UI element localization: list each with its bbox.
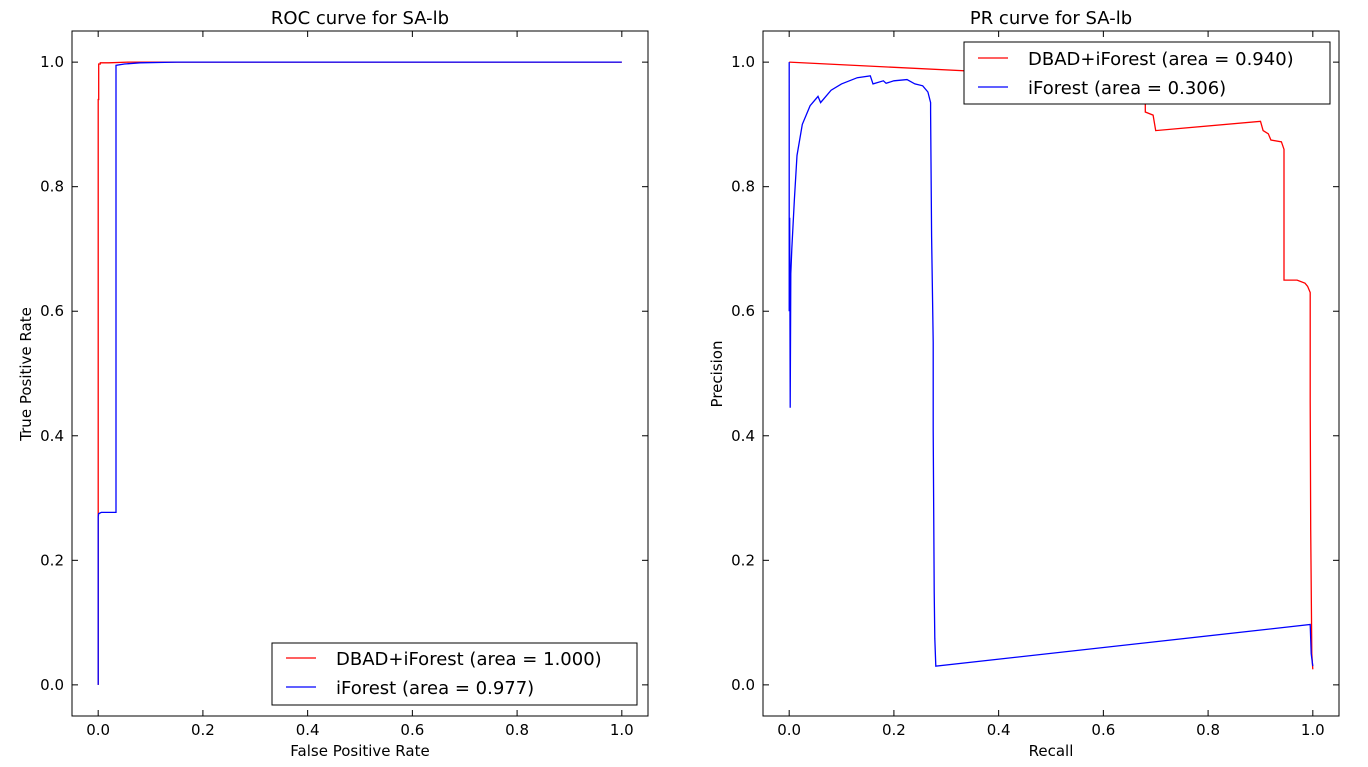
pr-y-tick-label: 0.4 <box>731 427 755 445</box>
pr-series-line-iforest <box>788 62 1314 667</box>
roc-y-ticks: 0.0 0.2 0.4 0.6 0.8 1.0 <box>40 53 648 694</box>
pr-x-tick-label: 0.0 <box>777 721 801 739</box>
roc-y-tick-label: 0.8 <box>40 178 64 196</box>
roc-y-tick-label: 0.6 <box>40 302 64 320</box>
roc-y-tick-label: 1.0 <box>40 53 64 71</box>
roc-series-line-iforest <box>97 61 622 685</box>
roc-y-axis-label: True Positive Rate <box>17 307 35 442</box>
roc-y-tick-label: 0.4 <box>40 427 64 445</box>
pr-x-tick-label: 0.2 <box>882 721 906 739</box>
roc-x-tick-label: 0.8 <box>505 721 529 739</box>
roc-legend-box <box>271 642 638 706</box>
pr-x-tick-label: 1.0 <box>1301 721 1325 739</box>
pr-legend-box <box>963 41 1331 105</box>
roc-x-tick-label: 0.2 <box>191 721 215 739</box>
pr-x-tick-label: 0.6 <box>1091 721 1115 739</box>
roc-chart: ROC curve for SA-lb 0.0 0.2 0.4 0.6 0.8 1.0 0… <box>17 8 649 760</box>
pr-y-tick-label: 0.8 <box>731 178 755 196</box>
roc-x-ticks: 0.0 0.2 0.4 0.6 0.8 1.0 <box>86 31 634 739</box>
roc-legend-label-iforest: iForest (area = 0.977) <box>336 678 534 699</box>
roc-chart-title: ROC curve for SA-lb <box>271 8 449 29</box>
pr-legend-label-dbad: DBAD+iForest (area = 0.940) <box>1028 49 1294 70</box>
pr-x-tick-label: 0.4 <box>987 721 1011 739</box>
pr-y-tick-label: 1.0 <box>731 53 755 71</box>
pr-series-line-dbad-iforest <box>789 61 1314 670</box>
roc-x-tick-label: 0.4 <box>296 721 320 739</box>
roc-series-line-dbad-iforest <box>97 61 622 685</box>
roc-x-tick-label: 0.0 <box>86 721 110 739</box>
pr-y-ticks: 0.0 0.2 0.4 0.6 0.8 1.0 <box>731 53 1339 694</box>
roc-x-tick-label: 0.6 <box>400 721 424 739</box>
pr-x-axis-label: Recall <box>1029 742 1074 760</box>
pr-legend-label-iforest: iForest (area = 0.306) <box>1028 78 1226 99</box>
pr-y-tick-label: 0.2 <box>731 551 755 569</box>
pr-x-ticks: 0.0 0.2 0.4 0.6 0.8 1.0 <box>777 31 1325 739</box>
pr-chart: PR curve for SA-lb 0.0 0.2 0.4 0.6 0.8 1.0 0.… <box>708 8 1340 760</box>
roc-x-tick-label: 1.0 <box>610 721 634 739</box>
roc-y-tick-label: 0.2 <box>40 551 64 569</box>
roc-y-tick-label: 0.0 <box>40 676 64 694</box>
roc-legend: DBAD+iForest (area = 1.000) iForest (are… <box>271 642 638 706</box>
pr-y-tick-label: 0.0 <box>731 676 755 694</box>
roc-curves <box>97 61 622 685</box>
pr-chart-title: PR curve for SA-lb <box>970 8 1132 29</box>
roc-legend-label-dbad: DBAD+iForest (area = 1.000) <box>336 649 602 670</box>
pr-y-tick-label: 0.6 <box>731 302 755 320</box>
pr-y-axis-label: Precision <box>708 341 726 408</box>
roc-plot-frame <box>71 30 649 717</box>
pr-x-tick-label: 0.8 <box>1196 721 1220 739</box>
pr-plot-frame <box>762 30 1340 717</box>
roc-x-axis-label: False Positive Rate <box>290 742 429 760</box>
pr-curves <box>788 61 1314 670</box>
pr-legend: DBAD+iForest (area = 0.940) iForest (are… <box>963 41 1331 105</box>
